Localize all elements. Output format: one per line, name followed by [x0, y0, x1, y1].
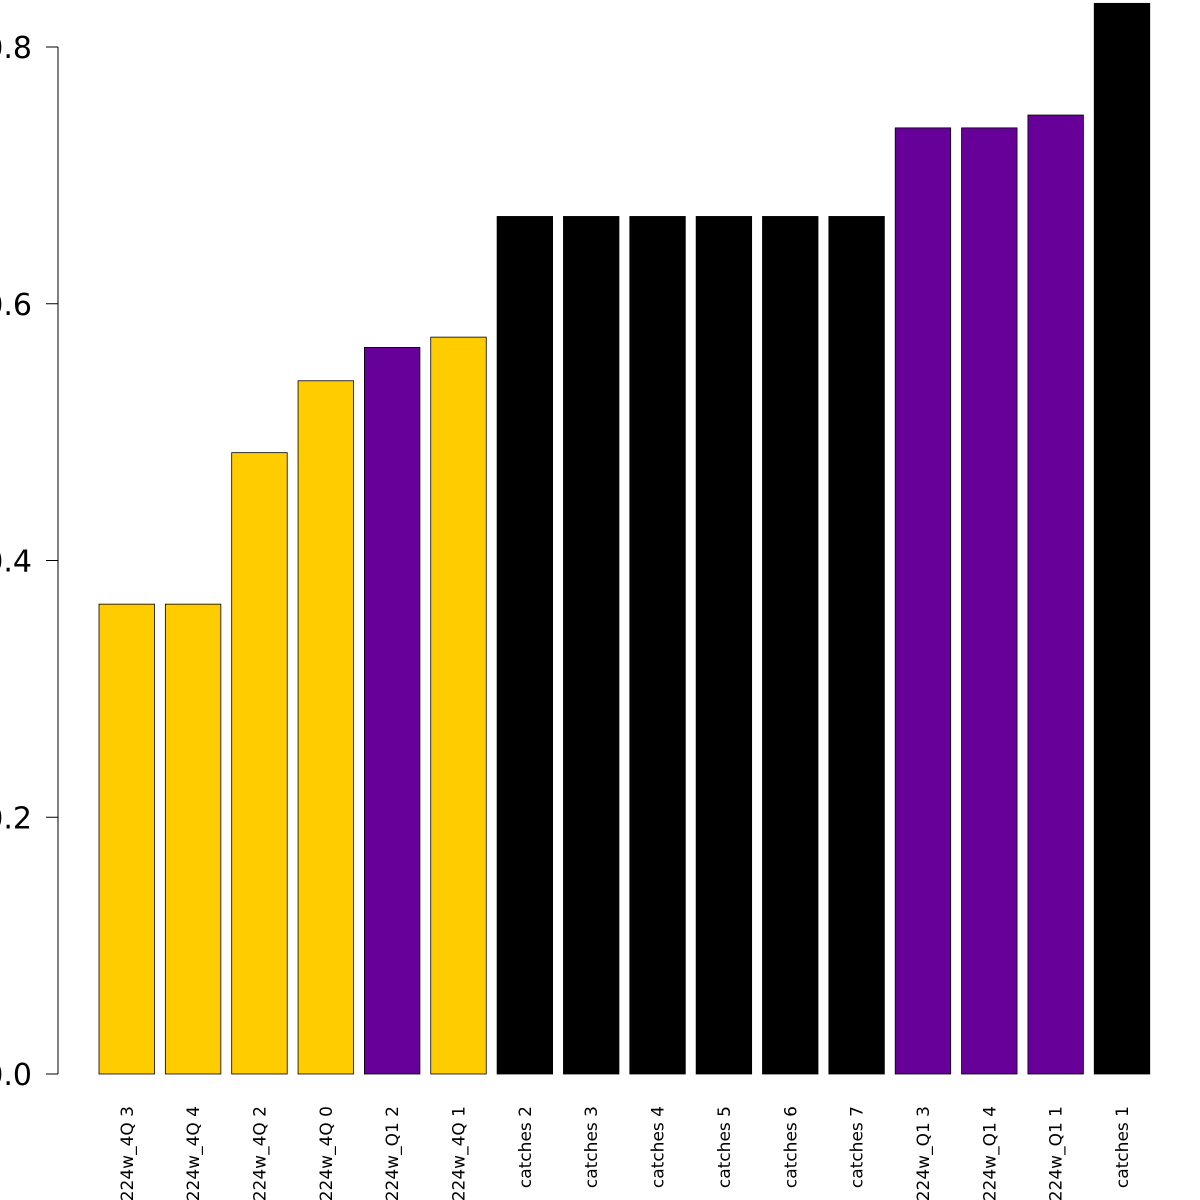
- x-category-label: catches 3: [582, 1106, 602, 1188]
- bar: [164, 603, 222, 1075]
- x-category-label: 224w_4Q 4: [184, 1106, 204, 1200]
- bar: [762, 216, 819, 1075]
- bar: [430, 336, 487, 1075]
- x-category-label: 224w_Q1 1: [1047, 1106, 1067, 1200]
- x-category-label: 224w_4Q 0: [317, 1106, 337, 1200]
- x-category-label: catches 6: [781, 1106, 801, 1188]
- y-tick-label: 0.6: [0, 288, 32, 323]
- x-category-label: 224w_4Q 3: [118, 1106, 138, 1200]
- y-tick-label: 0.0: [0, 1058, 32, 1093]
- bar: [1093, 2, 1151, 1075]
- y-axis: 0.0 0.2 0.4 0.6 0.8: [0, 31, 59, 1093]
- bar: [297, 380, 354, 1075]
- bar: [496, 216, 554, 1075]
- x-axis-labels: 224w_4Q 3 224w_4Q 4 224w_4Q 2 224w_4Q 0 224w…: [118, 1106, 1133, 1200]
- y-tick-label: 0.4: [0, 545, 32, 580]
- x-category-label: 224w_4Q 2: [250, 1106, 270, 1200]
- bar: [98, 603, 155, 1075]
- bar: [695, 216, 753, 1075]
- x-category-label: catches 7: [848, 1106, 868, 1188]
- y-tick-label: 0.2: [0, 801, 32, 836]
- x-category-label: 224w_Q1 2: [383, 1106, 403, 1200]
- x-category-label: 224w_Q1 3: [914, 1106, 934, 1200]
- x-category-label: catches 2: [516, 1106, 536, 1188]
- bar: [961, 127, 1018, 1075]
- x-category-label: 224w_Q1 4: [980, 1106, 1000, 1200]
- bar: [629, 216, 686, 1075]
- bar: [363, 346, 421, 1075]
- bar: [563, 216, 620, 1075]
- bar: [894, 127, 952, 1075]
- x-category-label: catches 4: [649, 1106, 669, 1188]
- y-tick-label: 0.8: [0, 31, 32, 66]
- x-category-label: catches 5: [715, 1106, 735, 1188]
- bar: [1027, 114, 1084, 1075]
- x-category-label: 224w_4Q 1: [450, 1106, 470, 1200]
- x-category-label: catches 1: [1113, 1106, 1133, 1188]
- bar: [231, 452, 288, 1075]
- bar: [828, 216, 885, 1075]
- bars: [98, 2, 1151, 1075]
